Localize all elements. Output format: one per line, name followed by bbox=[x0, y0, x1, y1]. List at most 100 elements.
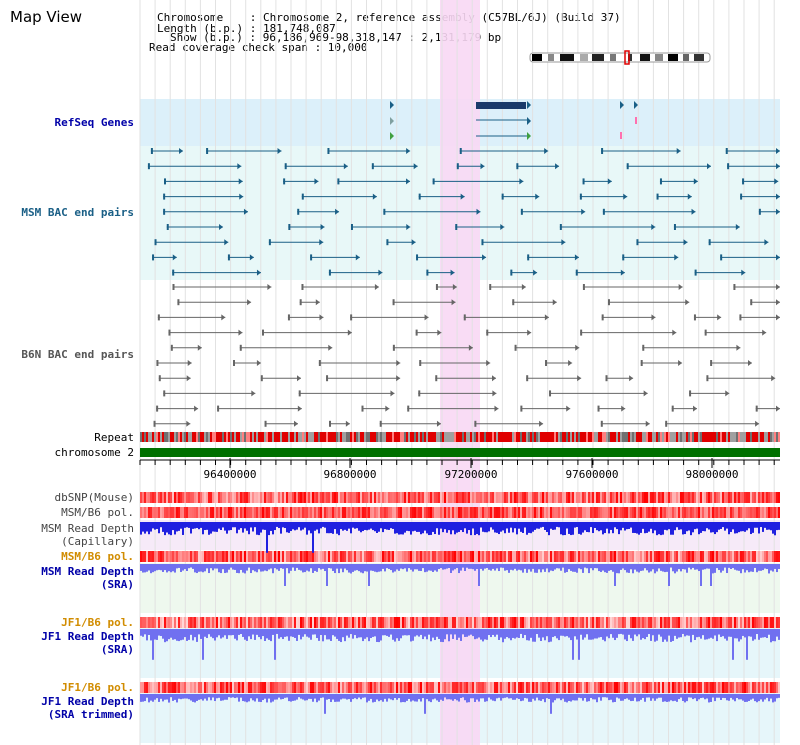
read-depth-bar bbox=[778, 522, 780, 530]
read-depth-bar bbox=[712, 694, 714, 698]
snp-density-cell bbox=[570, 492, 572, 503]
snp-density-cell bbox=[636, 682, 638, 693]
b6n-bac-end bbox=[187, 360, 192, 366]
read-depth-bar bbox=[396, 629, 398, 639]
repeat-segment bbox=[620, 432, 622, 442]
read-depth-bar bbox=[430, 629, 432, 642]
read-depth-bar bbox=[654, 522, 656, 531]
read-depth-bar bbox=[678, 564, 680, 570]
msm-bac-end bbox=[579, 193, 582, 200]
b6n-bac-end bbox=[298, 390, 301, 397]
read-depth-bar bbox=[464, 564, 466, 571]
snp-density-cell bbox=[160, 551, 162, 562]
b6n-bac-end bbox=[287, 314, 290, 321]
snp-density-cell bbox=[564, 507, 566, 518]
read-depth-bar bbox=[366, 694, 368, 703]
snp-density-cell bbox=[640, 617, 642, 628]
track-label-b6n-bac[interactable]: B6N BAC end pairs bbox=[21, 348, 134, 361]
read-depth-bar bbox=[408, 522, 410, 532]
track-label-msm-depth-sra[interactable]: MSM Read Depth bbox=[41, 565, 134, 578]
b6n-bac-end bbox=[233, 360, 236, 366]
read-depth-bar bbox=[350, 522, 352, 534]
snp-density-cell bbox=[668, 617, 670, 628]
track-label-jf1-b6-pol[interactable]: JF1/B6 pol. bbox=[61, 616, 134, 629]
snp-density-cell bbox=[416, 682, 418, 693]
read-depth-bar bbox=[730, 694, 732, 698]
read-depth-bar bbox=[314, 522, 316, 531]
read-depth-bar bbox=[260, 629, 262, 640]
read-depth-bar bbox=[502, 564, 504, 568]
msm-bac-end bbox=[284, 163, 287, 170]
read-depth-bar bbox=[740, 522, 742, 532]
repeat-segment bbox=[490, 432, 492, 442]
snp-density-cell bbox=[736, 682, 738, 693]
read-depth-bar bbox=[218, 629, 220, 636]
read-depth-bar bbox=[556, 629, 558, 639]
repeat-segment bbox=[538, 432, 540, 442]
read-depth-bar bbox=[504, 564, 506, 571]
track-label-jf1-depth-sra[interactable]: JF1 Read Depth bbox=[41, 630, 134, 643]
snp-density-cell bbox=[596, 682, 598, 693]
snp-density-cell bbox=[502, 492, 504, 503]
snp-density-cell bbox=[678, 492, 680, 503]
snp-density-cell bbox=[516, 551, 518, 562]
snp-density-cell bbox=[690, 507, 692, 518]
b6n-bac-end bbox=[527, 329, 532, 336]
track-label-msm-b6-pol-sra[interactable]: MSM/B6 pol. bbox=[61, 550, 134, 563]
read-depth-bar bbox=[336, 564, 338, 569]
snp-density-cell bbox=[674, 617, 676, 628]
read-depth-bar bbox=[400, 629, 402, 639]
snp-density-cell bbox=[468, 617, 470, 628]
snp-density-cell bbox=[246, 507, 248, 518]
read-depth-bar bbox=[306, 629, 308, 637]
track-label-dbsnp[interactable]: dbSNP(Mouse) bbox=[54, 491, 134, 504]
read-depth-bar bbox=[778, 564, 780, 569]
snp-density-cell bbox=[618, 507, 620, 518]
snp-density-cell bbox=[490, 551, 492, 562]
snp-density-cell bbox=[724, 492, 726, 503]
snp-density-cell bbox=[190, 617, 192, 628]
track-label-msm-depth-capillary[interactable]: MSM Read Depth bbox=[41, 522, 134, 535]
snp-density-cell bbox=[530, 507, 532, 518]
read-depth-bar bbox=[628, 522, 630, 529]
snp-density-cell bbox=[666, 551, 668, 562]
read-depth-bar bbox=[250, 522, 252, 528]
repeat-segment bbox=[194, 432, 196, 442]
snp-density-cell bbox=[494, 507, 496, 518]
read-depth-bar bbox=[192, 522, 194, 529]
snp-density-cell bbox=[282, 682, 284, 693]
snp-density-cell bbox=[264, 617, 266, 628]
snp-density-cell bbox=[494, 682, 496, 693]
read-depth-bar bbox=[170, 694, 172, 698]
msm-bac-end bbox=[774, 178, 779, 185]
read-depth-bar bbox=[536, 564, 538, 573]
read-depth-bar bbox=[630, 564, 632, 570]
snp-density-cell bbox=[386, 682, 388, 693]
snp-density-cell bbox=[258, 617, 260, 628]
read-depth-bar bbox=[662, 629, 664, 642]
track-label-jf1-depth-trimmed[interactable]: JF1 Read Depth bbox=[41, 695, 134, 708]
read-depth-bar bbox=[326, 629, 328, 640]
track-label-jf1-b6-pol-2[interactable]: JF1/B6 pol. bbox=[61, 681, 134, 694]
track-label-msm-b6-pol[interactable]: MSM/B6 pol. bbox=[61, 506, 134, 519]
snp-density-cell bbox=[556, 507, 558, 518]
track-label-refseq[interactable]: RefSeq Genes bbox=[54, 116, 134, 129]
snp-density-cell bbox=[208, 507, 210, 518]
snp-density-cell bbox=[312, 617, 314, 628]
repeat-segment bbox=[336, 432, 338, 442]
msm-bac-end bbox=[776, 163, 780, 170]
snp-density-cell bbox=[242, 682, 244, 693]
snp-density-cell bbox=[704, 507, 706, 518]
snp-density-cell bbox=[748, 507, 750, 518]
snp-density-cell bbox=[752, 507, 754, 518]
track-label-msm-bac[interactable]: MSM BAC end pairs bbox=[21, 206, 134, 219]
snp-density-cell bbox=[722, 617, 724, 628]
repeat-segment bbox=[608, 432, 610, 442]
snp-density-cell bbox=[562, 492, 564, 503]
read-depth-bar bbox=[380, 522, 382, 529]
read-depth-bar bbox=[686, 629, 688, 636]
read-depth-bar bbox=[580, 694, 582, 699]
read-depth-bar bbox=[256, 694, 258, 699]
read-depth-bar bbox=[258, 564, 260, 570]
